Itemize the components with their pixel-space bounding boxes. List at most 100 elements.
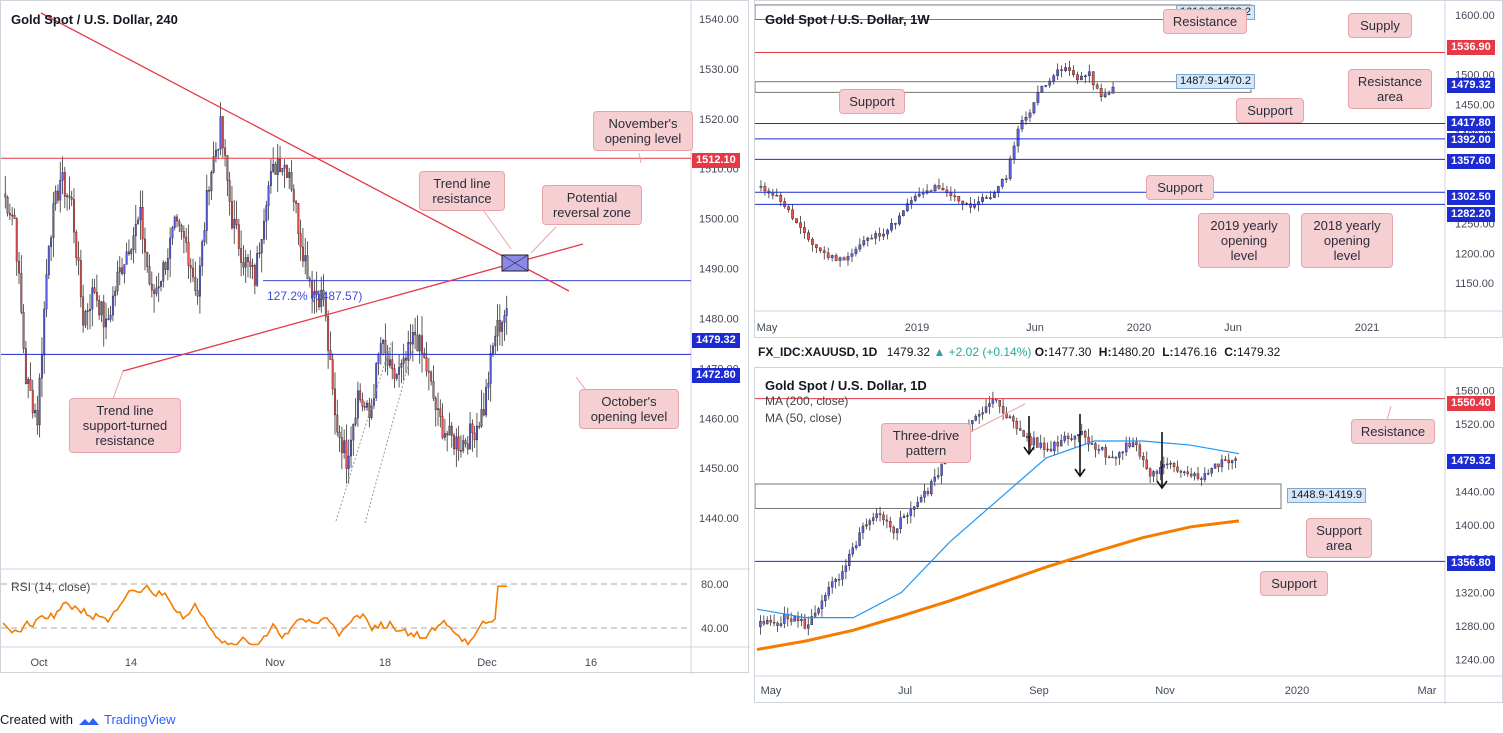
weekly-chart-panel[interactable]: 1600.001550.001500.001450.001400.001350.… [754, 0, 1503, 339]
candle-body [430, 371, 433, 382]
daily-chart-title: Gold Spot / U.S. Dollar, 1D [765, 378, 927, 393]
candle-body [38, 377, 41, 426]
candle-body [1049, 448, 1053, 452]
candle-body [322, 289, 325, 300]
candle-body [969, 203, 973, 208]
rsi-tick-label: 80.00 [701, 579, 729, 591]
candle-body [846, 256, 850, 261]
candle-body [139, 207, 142, 221]
candle-body [185, 236, 188, 243]
candle-body [875, 513, 878, 518]
candle-body [1068, 67, 1071, 71]
left-chart-panel[interactable]: 1540.00 1530.00 1520.00 1510.00 1500.00 1490.… [0, 0, 750, 674]
candle-body [776, 622, 779, 626]
candle-body [279, 158, 281, 173]
candle-body [475, 425, 478, 441]
candle-body [329, 350, 332, 360]
candle-body [1076, 74, 1079, 81]
candle-body [148, 266, 151, 285]
candle-body [260, 238, 263, 254]
candle-body [61, 172, 64, 181]
x-tick-label: 2021 [1355, 322, 1379, 334]
candle-body [1060, 440, 1063, 447]
candle-body [350, 439, 352, 457]
candle-body [228, 180, 231, 202]
callout-trend-line-resistance: Trend line resistance [419, 171, 505, 211]
zone-label-support-area: 1448.9-1419.9 [1287, 488, 1366, 503]
candle-body [1032, 102, 1036, 114]
ohlc-o-label: O: [1034, 345, 1049, 359]
candle-body [813, 612, 817, 617]
candle-body [75, 231, 78, 259]
price-label-1472: 1472.80 [692, 368, 740, 383]
candle-body [402, 357, 405, 364]
candle-body [388, 359, 391, 366]
candle-body [1044, 85, 1048, 87]
candle-body [921, 192, 925, 195]
candle-body [858, 532, 861, 546]
y-tick-label: 1460.00 [699, 413, 739, 425]
candle-body [817, 608, 820, 614]
candle-body [1073, 435, 1077, 440]
candle-body [1066, 435, 1070, 439]
candle-body [930, 481, 933, 495]
candle-body [441, 416, 444, 438]
candle-body [1128, 442, 1131, 448]
candle-body [810, 239, 814, 245]
candle-body [890, 223, 893, 231]
candle-body [1080, 431, 1083, 435]
daily-chart-panel[interactable]: 1560.001520.001480.001440.001400.001360.… [754, 367, 1503, 704]
candle-body [95, 292, 98, 301]
candle-body [482, 409, 485, 416]
candle-body [1111, 86, 1115, 94]
candle-body [1124, 442, 1128, 453]
x-tick-label: May [761, 685, 782, 697]
ohlc-bar: FX_IDC:XAUUSD, 1D 1479.32 ▲ +2.02 (+0.14… [758, 345, 1280, 359]
candle-body [6, 196, 9, 214]
candle-body [1052, 75, 1056, 82]
candle-body [393, 368, 396, 379]
candle-body [8, 213, 11, 216]
candle-body [208, 190, 211, 192]
w-price-1392: 1392.00 [1447, 133, 1495, 148]
candle-body [933, 185, 937, 192]
candle-body [913, 195, 917, 201]
candle-body [985, 197, 988, 199]
candle-body [800, 618, 803, 622]
candle-body [851, 547, 854, 555]
candle-body [194, 276, 197, 291]
candle-body [276, 158, 279, 175]
candle-body [405, 357, 407, 361]
candle-body [386, 352, 389, 366]
candle-body [180, 225, 183, 232]
y-tick-label: 1240.00 [1455, 655, 1495, 667]
w-callout-support-right: Support [1236, 98, 1304, 123]
down-arrow-head [1156, 480, 1168, 490]
candle-body [779, 623, 783, 626]
y-tick-label: 1440.00 [1455, 486, 1495, 498]
rsi-label: RSI (14, close) [11, 580, 91, 594]
footer-brand[interactable]: TradingView [104, 712, 176, 727]
candle-body [116, 271, 119, 292]
candle-body [1159, 467, 1162, 474]
y-tick-label: 1560.00 [1455, 386, 1495, 398]
candle-body [66, 195, 69, 197]
candle-body [826, 252, 830, 258]
candle-body [29, 379, 32, 391]
candle-body [176, 216, 178, 222]
candle-body [505, 308, 508, 316]
weekly-chart-svg: 1600.001550.001500.001450.001400.001350.… [755, 1, 1503, 339]
candle-body [192, 267, 194, 278]
w-callout-support-low: Support [1146, 175, 1214, 200]
candle-body [446, 433, 449, 436]
candle-body [1196, 473, 1200, 479]
candle-body [155, 287, 158, 294]
candle-body [118, 267, 121, 273]
candle-body [810, 616, 813, 625]
candle-body [899, 517, 902, 530]
candle-body [162, 262, 165, 282]
candle-body [1103, 93, 1107, 97]
candle-body [971, 420, 974, 425]
candle-body [759, 186, 763, 188]
trend-line-resistance [40, 12, 570, 292]
